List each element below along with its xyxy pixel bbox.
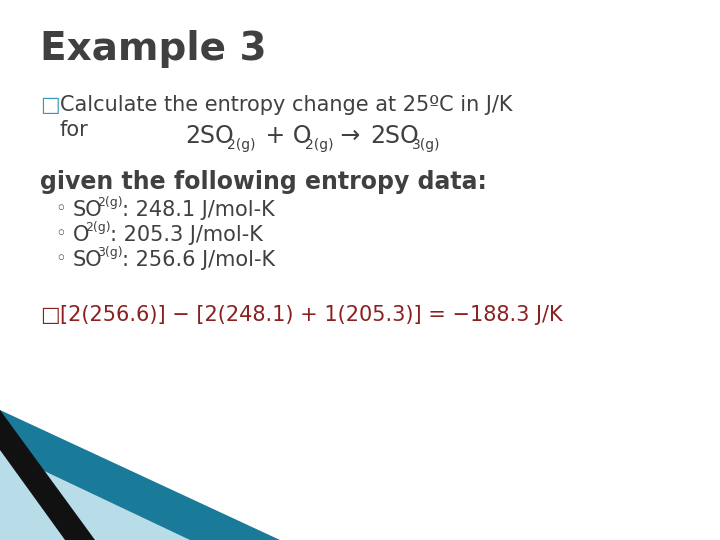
Text: 2(g): 2(g) — [227, 138, 256, 152]
Text: 2(g): 2(g) — [305, 138, 333, 152]
Text: ◦: ◦ — [55, 225, 66, 243]
Polygon shape — [0, 410, 280, 540]
Text: for: for — [60, 120, 89, 140]
Text: 2SO: 2SO — [185, 124, 234, 148]
Text: given the following entropy data:: given the following entropy data: — [40, 170, 487, 194]
Text: : 205.3 J/mol-K: : 205.3 J/mol-K — [110, 225, 263, 245]
Text: 2SO: 2SO — [370, 124, 419, 148]
Polygon shape — [0, 410, 95, 540]
Polygon shape — [0, 450, 190, 540]
Text: →: → — [333, 124, 368, 148]
Text: SO: SO — [73, 250, 103, 270]
Text: 3(g): 3(g) — [97, 246, 122, 259]
Text: ◦: ◦ — [55, 250, 66, 268]
Text: + O: + O — [258, 124, 312, 148]
Text: □: □ — [40, 305, 60, 325]
Text: Calculate the entropy change at 25ºC in J/K: Calculate the entropy change at 25ºC in … — [60, 95, 513, 115]
Text: : 248.1 J/mol-K: : 248.1 J/mol-K — [122, 200, 275, 220]
Text: □: □ — [40, 95, 60, 115]
Text: : 256.6 J/mol-K: : 256.6 J/mol-K — [122, 250, 275, 270]
Text: [2(256.6)] − [2(248.1) + 1(205.3)] = −188.3 J/K: [2(256.6)] − [2(248.1) + 1(205.3)] = −18… — [60, 305, 562, 325]
Text: O: O — [73, 225, 89, 245]
Text: 3(g): 3(g) — [412, 138, 441, 152]
Text: 2(g): 2(g) — [85, 221, 111, 234]
Text: ◦: ◦ — [55, 200, 66, 218]
Text: Example 3: Example 3 — [40, 30, 266, 68]
Text: 2(g): 2(g) — [97, 196, 122, 209]
Text: SO: SO — [73, 200, 103, 220]
